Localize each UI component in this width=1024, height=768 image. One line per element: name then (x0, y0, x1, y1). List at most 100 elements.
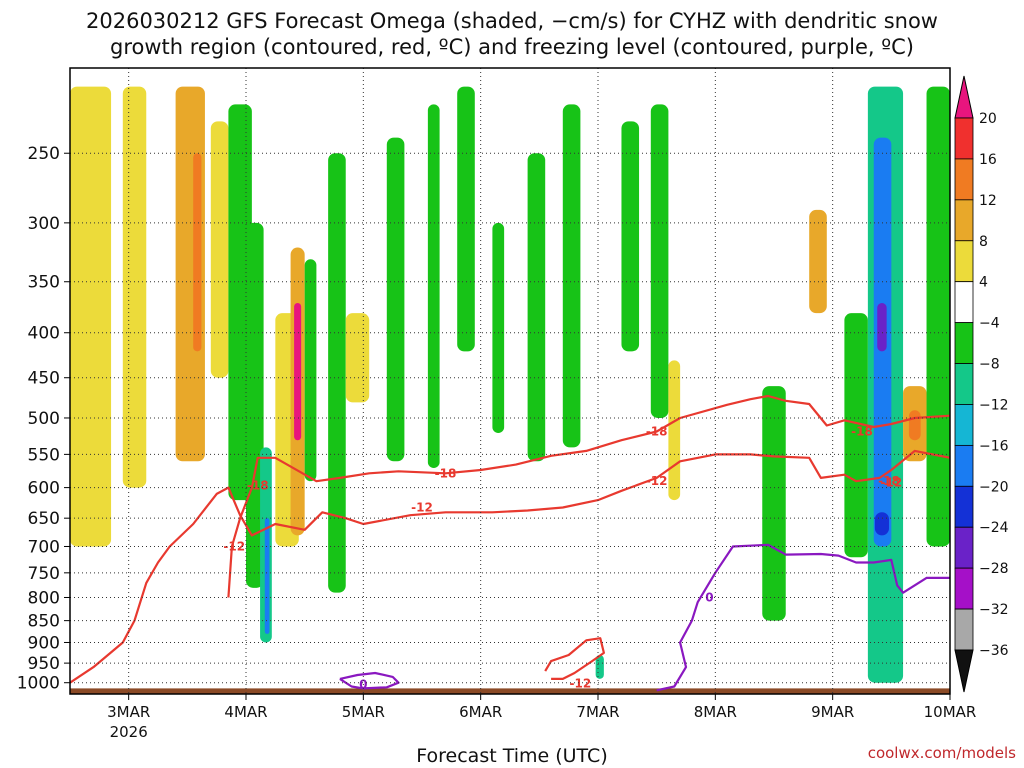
colorbar-band (954, 240, 974, 283)
x-tick-label: 3MAR (107, 703, 150, 721)
omega-cell (809, 209, 827, 314)
dgz-contour-label: -12 (570, 676, 592, 690)
x-axis-label: Forecast Time (UTC) (416, 745, 608, 767)
y-tick-label: 800 (28, 588, 60, 608)
y-tick-label: 350 (28, 273, 60, 293)
x-tick-label: 6MAR (459, 703, 502, 721)
y-tick-label: 900 (28, 633, 60, 653)
colorbar-label: −24 (979, 520, 1009, 536)
omega-cell (874, 512, 889, 536)
colorbar-label: −28 (979, 561, 1009, 577)
colorbar-label: −16 (979, 438, 1009, 454)
omega-cell (926, 86, 950, 547)
colorbar-band (954, 281, 974, 324)
x-tick-label: 8MAR (694, 703, 737, 721)
omega-cell (877, 302, 887, 352)
y-tick-label: 1000 (17, 674, 60, 694)
omega-cell (762, 386, 786, 621)
y-tick-label: 950 (28, 654, 60, 674)
colorbar-label: −4 (979, 316, 1000, 332)
omega-cell (527, 153, 546, 462)
colorbar-label: 12 (979, 193, 997, 209)
colorbar-label: −8 (979, 357, 1000, 373)
omega-cell (650, 104, 669, 418)
colorbar-band (954, 158, 974, 201)
y-tick-label: 700 (28, 537, 60, 557)
dgz-contour-label: -18 (646, 424, 668, 438)
omega-cell (427, 104, 440, 469)
colorbar-band (954, 485, 974, 528)
x-tick-sublabel: 2026 (110, 723, 148, 741)
y-tick-label: 600 (28, 479, 60, 499)
omega-cell (304, 259, 317, 482)
dgz-contour-line (70, 449, 950, 684)
colorbar: 20 16 12 8 4 −4 −8 −12 −16 −20 −24 −28 −32 −36 (954, 75, 1009, 693)
y-tick-label: 850 (28, 612, 60, 632)
dgz-contour-label: -18 (851, 424, 873, 438)
y-tick-label: 500 (28, 409, 60, 429)
plot-frame (69, 67, 951, 695)
colorbar-band (954, 567, 974, 610)
omega-cell (492, 222, 505, 433)
dgz-contour-label: -12 (646, 474, 668, 488)
colorbar-band (954, 322, 974, 364)
y-tick-label: 750 (28, 564, 60, 584)
y-tick-label: 550 (28, 445, 60, 465)
omega-cell (562, 104, 581, 448)
omega-cell (193, 153, 202, 352)
dgz-contour-label: -18 (435, 466, 457, 480)
omega-cell (844, 313, 868, 558)
dgz-contour-label: -12 (880, 475, 902, 489)
colorbar-label: 20 (979, 111, 997, 127)
freezing-contour-label: 0 (705, 590, 713, 604)
colorbar-label: −32 (979, 602, 1009, 618)
y-tick-label: 650 (28, 509, 60, 529)
omega-cell (264, 518, 270, 634)
x-tick-label: 5MAR (342, 703, 385, 721)
dgz-contour-label: -18 (247, 479, 269, 493)
colorbar-band (954, 117, 974, 160)
omega-cell (294, 302, 302, 441)
x-tick-label: 4MAR (224, 703, 267, 721)
freezing-contour-line (656, 543, 950, 692)
terrain-fill (70, 688, 950, 694)
omega-cell (246, 222, 264, 588)
x-tick-label: 10MAR (924, 703, 977, 721)
colorbar-band (954, 199, 974, 242)
colorbar-band (954, 363, 974, 405)
colorbar-band (954, 526, 974, 569)
omega-cell (386, 137, 405, 462)
x-tick-label: 7MAR (576, 703, 619, 721)
dgz-contour-line (544, 637, 606, 681)
colorbar-label: 16 (979, 152, 997, 168)
colorbar-label: −12 (979, 397, 1009, 413)
omega-cell (908, 410, 921, 441)
x-tick-label: 9MAR (811, 703, 854, 721)
omega-cell (210, 121, 229, 378)
chart-title-line2: growth region (contoured, red, ºC) and f… (110, 35, 914, 59)
colorbar-band (954, 608, 974, 651)
omega-cell (457, 86, 475, 352)
dgz-contour-label: -12 (411, 500, 433, 514)
colorbar-label: 4 (979, 275, 988, 291)
source-credit[interactable]: coolwx.com/models (867, 744, 1016, 762)
omega-cell (70, 86, 112, 547)
y-tick-label: 300 (28, 214, 60, 234)
y-tick-label: 250 (28, 144, 60, 164)
colorbar-label: 8 (979, 234, 988, 250)
colorbar-band (954, 444, 974, 487)
omega-cell (345, 313, 370, 403)
colorbar-band (954, 649, 974, 693)
dgz-contour-line (227, 394, 950, 598)
colorbar-band (954, 75, 974, 119)
y-tick-label: 400 (28, 324, 60, 344)
omega-cell (668, 360, 681, 501)
dgz-contour-label: -18 (878, 474, 900, 488)
colorbar-band (954, 404, 974, 446)
omega-cell (328, 153, 346, 593)
omega-cell (122, 86, 147, 488)
y-tick-label: 450 (28, 369, 60, 389)
chart-title-line1: 2026030212 GFS Forecast Omega (shaded, −… (86, 9, 938, 33)
